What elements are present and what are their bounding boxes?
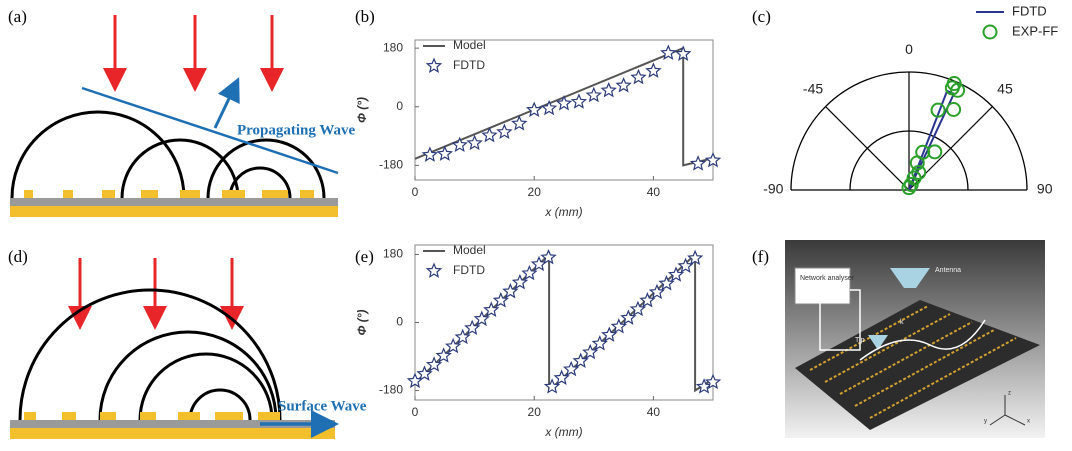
star-marker	[435, 347, 452, 363]
star-marker	[525, 101, 543, 117]
star-marker	[496, 123, 513, 140]
x-tick-label: 20	[528, 185, 542, 199]
y-tick-label: 180	[383, 247, 403, 261]
photo-text: Tip	[855, 337, 865, 344]
legend-label: EXP-FF	[1012, 23, 1058, 38]
legend-label: Model	[453, 243, 486, 257]
panel-label: (f)	[752, 247, 769, 266]
star-marker	[674, 45, 692, 61]
y-axis-label: Φ (°)	[355, 310, 369, 336]
panel-label: (b)	[355, 7, 375, 26]
star-marker	[689, 155, 707, 171]
star-marker	[425, 356, 443, 372]
photo-text: k	[900, 319, 904, 326]
photo-f	[785, 240, 1045, 438]
legend-label: FDTD	[453, 58, 485, 72]
exp-marker	[946, 102, 962, 117]
star-marker	[416, 365, 433, 381]
legend-swatch	[982, 24, 998, 40]
star-marker	[585, 86, 603, 103]
legend-swatch	[425, 262, 443, 278]
plot-frame	[414, 39, 714, 181]
legend-label: Model	[453, 38, 486, 52]
star-marker	[511, 115, 528, 131]
y-tick-label: 0	[396, 315, 403, 329]
wave-label: Propagating Wave	[237, 122, 356, 138]
star-marker	[645, 62, 662, 78]
theta-tick-label: -45	[803, 81, 823, 97]
star-marker	[466, 134, 483, 151]
star-marker	[704, 151, 722, 168]
star-marker	[540, 248, 557, 265]
star-marker	[648, 283, 666, 300]
photo-text: Network analyser	[800, 275, 855, 282]
legend-swatch	[425, 57, 443, 73]
star-marker	[421, 146, 439, 162]
star-marker	[660, 44, 677, 60]
star-marker	[483, 301, 500, 317]
x-tick-label: 20	[528, 405, 542, 419]
y-tick-label: -180	[379, 383, 403, 397]
wave-label: Surface Wave	[278, 398, 367, 414]
star-marker	[687, 249, 704, 266]
panel-label: (a)	[8, 7, 27, 26]
star-marker	[570, 93, 588, 109]
panel-label: (d)	[8, 247, 28, 266]
star-marker	[445, 337, 462, 354]
diagram-d	[10, 258, 339, 439]
x-tick-label: 40	[647, 185, 661, 199]
star-marker	[481, 126, 498, 143]
star-marker	[543, 378, 561, 394]
photo-text: y	[984, 419, 987, 425]
star-marker	[658, 275, 675, 291]
exp-marker	[930, 102, 946, 118]
star-marker	[492, 292, 510, 308]
legend-label: FDTD	[1012, 3, 1047, 18]
photo-text: x	[1027, 419, 1030, 425]
star-marker	[530, 255, 548, 272]
theta-tick-label: -90	[763, 181, 783, 197]
diagram-a	[10, 15, 339, 217]
polar-spoke	[825, 106, 910, 191]
exp-marker	[911, 164, 927, 180]
y-tick-label: 0	[396, 99, 403, 113]
photo-text: Antenna	[935, 267, 961, 274]
exp-marker	[927, 144, 943, 160]
star-marker	[436, 145, 454, 161]
star-marker	[464, 319, 481, 336]
x-tick-label: 0	[412, 185, 419, 199]
theta-tick-label: 45	[997, 81, 1013, 97]
panel-label: (c)	[752, 7, 771, 26]
star-marker	[511, 273, 529, 290]
star-marker	[615, 77, 632, 93]
x-axis-label: x (mm)	[544, 425, 582, 439]
star-marker	[667, 266, 685, 282]
star-marker	[630, 68, 647, 85]
legend-label: FDTD	[453, 263, 485, 277]
theta-tick-label: 90	[1037, 181, 1053, 197]
photo-text: Meta-surface	[960, 392, 1001, 399]
exp-marker	[946, 76, 962, 92]
star-marker	[704, 373, 722, 390]
y-tick-label: -180	[379, 158, 403, 172]
x-tick-label: 40	[647, 405, 661, 419]
y-axis-label: Φ (°)	[355, 97, 369, 123]
star-marker	[473, 310, 490, 327]
photo-text: z	[1008, 391, 1011, 397]
star-marker	[555, 94, 573, 111]
star-marker	[451, 136, 468, 153]
theta-tick-label: 0	[905, 41, 913, 57]
x-tick-label: 0	[412, 405, 419, 419]
star-marker	[521, 264, 538, 281]
star-marker	[502, 282, 519, 299]
y-tick-label: 180	[383, 40, 403, 54]
star-marker	[600, 81, 617, 98]
x-axis-label: x (mm)	[544, 205, 582, 219]
star-marker	[677, 257, 694, 274]
panel-label: (e)	[355, 247, 374, 266]
star-marker	[540, 99, 558, 116]
star-marker	[454, 328, 471, 345]
